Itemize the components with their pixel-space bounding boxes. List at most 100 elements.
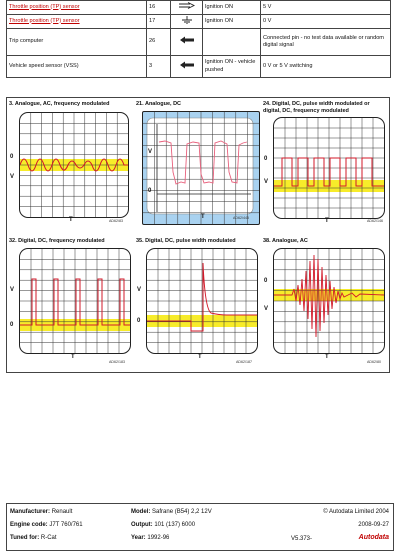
time-axis-label: T [198, 354, 202, 360]
double-arrow-right-icon [170, 0, 203, 15]
signal-name: Trip computer [6, 28, 147, 57]
zero-label: 0 [264, 156, 268, 162]
figure-code: AD62/187 [236, 360, 252, 364]
voltage-axis-label: V [148, 149, 153, 155]
autodata-logo: Autodata [358, 534, 389, 541]
time-axis-label: T [71, 354, 75, 360]
oscilloscope-screen [146, 248, 258, 354]
engine-code-value: J7T 760/761 [49, 522, 83, 528]
zero-label: 0 [10, 154, 14, 160]
output-value: 101 (137) 6000 [154, 522, 196, 528]
panel-title: 3. Analogue, AC, frequency modulated [9, 101, 110, 107]
panel-title: 38. Analogue, AC [263, 238, 308, 244]
voltage-axis-label: V [137, 287, 142, 293]
output-label: Output: [131, 522, 153, 528]
expected-value: Connected pin - no test data available o… [260, 28, 391, 57]
time-axis-label: T [325, 218, 329, 224]
voltage-axis-label: V [264, 306, 269, 312]
manufacturer-label: Manufacturer: [10, 509, 51, 515]
gridlines [274, 249, 384, 353]
waveform-graph [274, 118, 384, 218]
panel-title: 35. Digital, DC, pulse width modulated [136, 238, 236, 244]
time-axis-label: T [325, 354, 329, 360]
waveform-panel: 32. Digital, DC, frequency modulated V 0… [9, 238, 133, 370]
oscilloscope-screen [19, 248, 131, 354]
ac-fm-trace [20, 158, 128, 172]
figure-code: AD62/83 [109, 219, 123, 223]
waveform-graph [147, 249, 257, 353]
year-label: Year: [131, 535, 146, 541]
copyright-text: © Autodata Limited 2004 [323, 509, 389, 515]
gridlines [20, 249, 130, 353]
waveform-graph [143, 112, 259, 224]
gridlines [274, 118, 384, 218]
waveform-graph [274, 249, 384, 353]
zero-label: 0 [148, 188, 152, 194]
waveform-panels: 3. Analogue, AC, frequency modulated 0 V… [6, 97, 390, 373]
print-date: 2008-09-27 [358, 522, 389, 528]
gridlines [20, 113, 128, 217]
waveform-graph [20, 113, 128, 217]
time-axis-label: T [69, 217, 73, 223]
figure-code: AD62/146 [367, 219, 383, 223]
voltage-axis-label: V [10, 287, 15, 293]
test-condition: Ignition ON - vehicle pushed [202, 55, 261, 79]
pin-data-table: Throttle position (TP) sensor 16 Ignitio… [6, 0, 391, 79]
table-row: Trip computer 26 Connected pin - no test… [6, 28, 391, 57]
vehicle-info-footer: Manufacturer: Renault Engine code: J7T 7… [6, 503, 394, 551]
waveform-panel: 38. Analogue, AC 0 V T AD62/80 [263, 238, 389, 370]
tuned-for-value: R-Cat [40, 535, 57, 541]
gridlines [147, 249, 257, 353]
figure-code: AD62/445 [233, 216, 249, 220]
expected-value: 0 V or 5 V switching [260, 55, 391, 79]
version-text: V5.373- [291, 536, 313, 542]
panel-title: 21. Analogue, DC [136, 101, 182, 107]
pin-number: 3 [146, 55, 171, 79]
year-value: 1992-96 [147, 535, 170, 541]
table-row: Throttle position (TP) sensor 17 Ignitio… [6, 13, 391, 30]
ac-burst-trace [274, 254, 384, 338]
tuned-for-label: Tuned for: [10, 535, 40, 541]
zero-label: 0 [137, 318, 141, 324]
signal-name[interactable]: Throttle position (TP) sensor [6, 0, 147, 15]
panel-title: 32. Digital, DC, frequency modulated [9, 238, 105, 244]
waveform-panel: 24. Digital, DC, pulse width modulated o… [263, 101, 389, 231]
zero-label: 0 [10, 322, 14, 328]
table-row: Vehicle speed sensor (VSS) 3 Ignition ON… [6, 55, 391, 79]
test-condition: Ignition ON [202, 13, 261, 30]
test-condition: Ignition ON [202, 0, 261, 15]
waveform-panel: 3. Analogue, AC, frequency modulated 0 V… [9, 101, 133, 231]
manufacturer-value: Renault [51, 509, 73, 515]
fm-trace [20, 278, 130, 326]
engine-code-label: Engine code: [10, 522, 48, 528]
oscilloscope-screen [19, 112, 129, 218]
pin-number: 16 [146, 0, 171, 15]
waveform-panel: 35. Digital, DC, pulse width modulated V… [136, 238, 260, 370]
oscilloscope-screen: V 0 T AD62/445 [142, 111, 260, 225]
figure-code: AD62/80 [367, 360, 381, 364]
pw-trace [147, 262, 257, 332]
zero-label: 0 [264, 278, 268, 284]
oscilloscope-screen [273, 117, 385, 219]
arrow-left-icon [170, 28, 203, 57]
test-condition [202, 28, 261, 57]
time-axis-label: T [201, 214, 205, 220]
model-value: Safrane (B54) 2,2 12V [152, 509, 212, 515]
pwm-trace [274, 157, 384, 187]
dc-trace [158, 140, 248, 185]
expected-value: 5 V [260, 0, 391, 15]
ground-symbol-icon [170, 13, 203, 30]
expected-value: 0 V [260, 13, 391, 30]
figure-code: AD62/183 [109, 360, 125, 364]
panel-title: 24. Digital, DC, pulse width modulated o… [263, 101, 370, 114]
arrow-left-icon [170, 55, 203, 79]
oscilloscope-screen [273, 248, 385, 354]
voltage-axis-label: V [264, 179, 269, 185]
model-label: Model: [131, 509, 151, 515]
table-row: Throttle position (TP) sensor 16 Ignitio… [6, 0, 391, 15]
signal-name[interactable]: Throttle position (TP) sensor [6, 13, 147, 30]
waveform-panel: 21. Analogue, DC V 0 T AD62/445 [136, 101, 260, 231]
pin-number: 17 [146, 13, 171, 30]
pin-number: 26 [146, 28, 171, 57]
voltage-axis-label: V [10, 174, 15, 180]
